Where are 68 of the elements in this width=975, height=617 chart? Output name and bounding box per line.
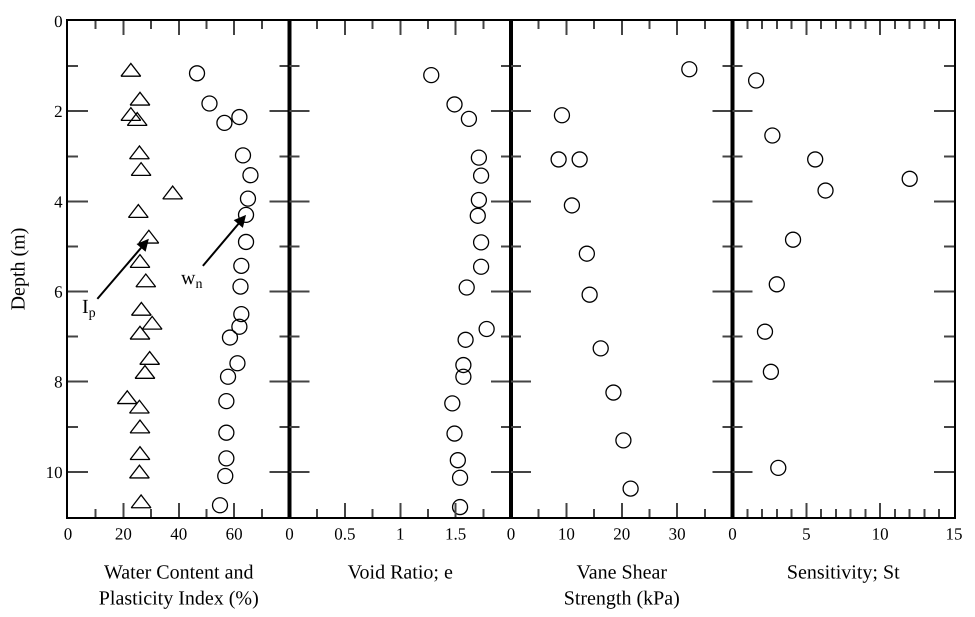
point <box>764 127 781 144</box>
annotation: w$_{n}$ <box>181 267 202 292</box>
point <box>817 182 834 199</box>
point <box>460 110 478 127</box>
y-tick-label: 6 <box>54 282 63 302</box>
y-tick-label: 2 <box>54 102 63 122</box>
x-axis-title: Water Content and Plasticity Index (%) <box>98 561 259 610</box>
x-tick-label: 20 <box>613 524 630 544</box>
point <box>615 432 632 448</box>
point <box>622 480 639 497</box>
y-tick-label: 4 <box>54 192 64 212</box>
x-tick-label: 0 <box>285 524 294 544</box>
x-tick-label: 10 <box>558 524 575 544</box>
point <box>784 232 802 248</box>
point <box>470 192 488 208</box>
y-tick-label: 8 <box>54 372 63 392</box>
point <box>455 368 472 385</box>
point <box>446 425 463 442</box>
point <box>472 234 490 251</box>
annotation: I$_{p}$ <box>82 296 96 322</box>
point <box>581 286 598 303</box>
point <box>457 332 474 348</box>
point <box>768 276 785 292</box>
point <box>564 197 580 214</box>
x-tick-label: 5 <box>802 524 811 544</box>
point <box>605 384 622 401</box>
point <box>452 498 468 516</box>
x-tick-label: 0.5 <box>334 524 356 544</box>
point <box>550 151 567 168</box>
point <box>450 452 466 468</box>
point <box>762 364 780 380</box>
x-tick-label: 1.5 <box>445 524 466 544</box>
point <box>472 168 490 184</box>
point <box>756 324 774 340</box>
point <box>592 340 609 357</box>
x-tick-label: 0 <box>506 524 516 544</box>
point <box>681 61 698 78</box>
x-tick-label: 20 <box>114 524 132 544</box>
x-tick-label: 40 <box>170 524 188 544</box>
point <box>902 170 918 187</box>
point <box>452 470 468 486</box>
x-tick-label: 1 <box>396 524 404 544</box>
point <box>423 66 440 84</box>
x-tick-label: 60 <box>226 524 243 544</box>
point <box>470 208 486 224</box>
point <box>455 356 472 374</box>
x-tick-label: 10 <box>872 524 889 544</box>
point <box>470 149 488 166</box>
x-tick-label: 0 <box>728 524 737 544</box>
point <box>770 460 786 476</box>
y-axis-title: Depth (m) <box>8 228 30 310</box>
point <box>458 279 475 296</box>
point <box>478 320 495 338</box>
point <box>446 96 463 113</box>
y-tick-label: 0 <box>54 12 63 31</box>
point <box>807 151 824 168</box>
x-tick-label: 15 <box>946 524 962 544</box>
x-axis-title: Sensitivity; St <box>786 561 900 584</box>
point <box>554 107 570 124</box>
x-tick-label: 30 <box>668 524 686 544</box>
y-tick-label: 10 <box>46 462 63 482</box>
x-axis-title: Void Ratio; e <box>348 561 453 584</box>
point <box>444 395 460 412</box>
point <box>748 72 764 89</box>
point <box>472 258 490 275</box>
point <box>578 246 596 262</box>
point <box>572 151 588 168</box>
x-axis-title: Vane Shear Strength (kPa) <box>564 561 680 610</box>
